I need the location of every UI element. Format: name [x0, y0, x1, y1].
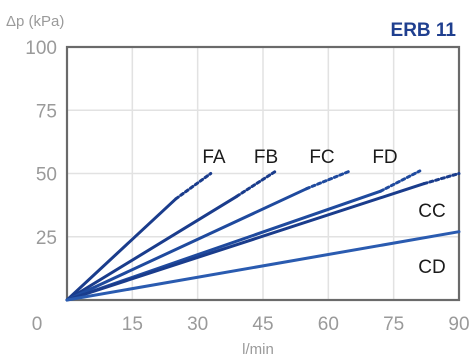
y-tick-label: 75 — [36, 101, 57, 122]
y-tick-label: 100 — [25, 38, 57, 59]
y-axis-label: Δp (kPa) — [6, 13, 64, 30]
series-extension-cc — [422, 172, 461, 186]
series-line-cd — [65, 230, 461, 302]
x-tick-label: 15 — [122, 314, 143, 335]
series-label-fb: FB — [254, 147, 278, 168]
x-tick-label: 45 — [252, 314, 273, 335]
series-label-cc: CC — [418, 201, 445, 222]
chart-title: ERB 11 — [391, 20, 457, 41]
series-line-fb — [65, 194, 239, 302]
y-tick-labels: 25 50 75 100 — [25, 38, 57, 249]
x-tick-label: 60 — [318, 314, 339, 335]
series-extension-fb — [235, 169, 278, 198]
series-line-fc — [65, 187, 309, 302]
series-label-fa: FA — [202, 147, 226, 168]
x-tick-label: 30 — [187, 314, 208, 335]
x-tick-label: 75 — [383, 314, 404, 335]
series-lines — [65, 169, 461, 302]
series-label-fd: FD — [372, 147, 397, 168]
x-tick-label: 90 — [448, 314, 469, 335]
x-axis-label: l/min — [242, 341, 274, 357]
series-labels: FA FB FC FD CC CD — [202, 147, 445, 278]
series-extension-fa — [174, 172, 213, 201]
y-tick-label: 50 — [36, 165, 57, 186]
grid-lines — [67, 47, 459, 300]
x-tick-labels: 0 15 30 45 60 75 90 — [32, 314, 470, 335]
series-label-cd: CD — [418, 257, 445, 278]
y-tick-label: 25 — [36, 228, 57, 249]
x-tick-label: 0 — [32, 314, 43, 335]
series-line-fa — [65, 197, 178, 302]
series-extension-fc — [305, 169, 352, 191]
series-extension-fd — [379, 169, 422, 193]
series-line-cc — [65, 182, 426, 302]
series-label-fc: FC — [309, 147, 334, 168]
